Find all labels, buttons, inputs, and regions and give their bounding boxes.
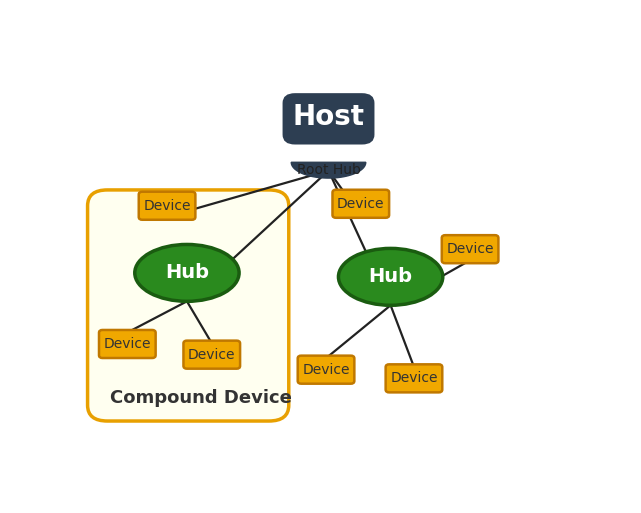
Text: Device: Device (104, 337, 151, 351)
Text: Root Hub: Root Hub (297, 164, 360, 177)
FancyBboxPatch shape (183, 341, 240, 369)
Text: Device: Device (337, 197, 385, 211)
Text: Compound Device: Compound Device (110, 389, 292, 407)
FancyBboxPatch shape (442, 235, 499, 263)
Text: Device: Device (303, 363, 350, 377)
Ellipse shape (338, 248, 443, 305)
Text: Device: Device (446, 242, 494, 256)
FancyBboxPatch shape (283, 93, 374, 145)
Text: Device: Device (390, 371, 438, 385)
Ellipse shape (135, 245, 239, 301)
FancyBboxPatch shape (88, 190, 288, 421)
Text: Device: Device (188, 348, 235, 362)
FancyBboxPatch shape (297, 356, 354, 384)
Text: Hub: Hub (369, 267, 413, 286)
FancyBboxPatch shape (386, 364, 442, 392)
Text: Device: Device (144, 199, 191, 213)
Polygon shape (291, 162, 366, 178)
FancyBboxPatch shape (333, 190, 389, 218)
FancyBboxPatch shape (138, 192, 196, 220)
Text: Hub: Hub (165, 263, 209, 282)
FancyBboxPatch shape (99, 330, 156, 358)
Text: Host: Host (292, 103, 365, 131)
